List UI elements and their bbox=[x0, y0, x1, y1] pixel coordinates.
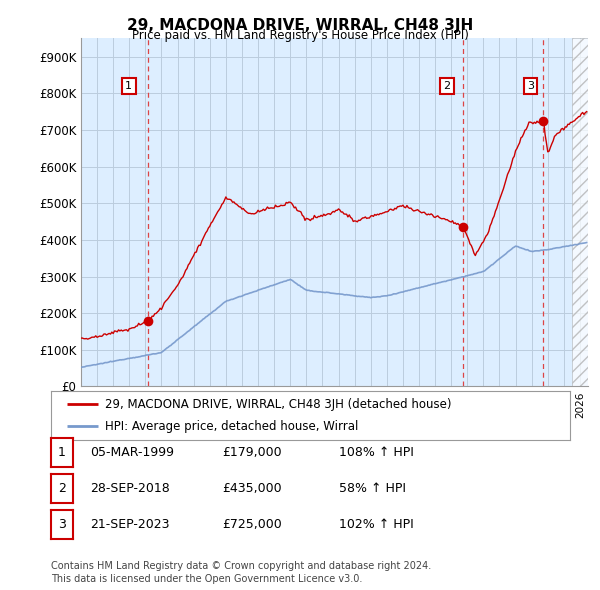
Text: Contains HM Land Registry data © Crown copyright and database right 2024.: Contains HM Land Registry data © Crown c… bbox=[51, 562, 431, 571]
Text: £435,000: £435,000 bbox=[222, 482, 281, 495]
Text: 102% ↑ HPI: 102% ↑ HPI bbox=[339, 518, 414, 531]
Text: HPI: Average price, detached house, Wirral: HPI: Average price, detached house, Wirr… bbox=[106, 420, 359, 433]
Text: 2: 2 bbox=[443, 81, 451, 91]
Text: 05-MAR-1999: 05-MAR-1999 bbox=[90, 446, 174, 459]
Text: 1: 1 bbox=[58, 446, 66, 459]
Text: £179,000: £179,000 bbox=[222, 446, 281, 459]
Text: 108% ↑ HPI: 108% ↑ HPI bbox=[339, 446, 414, 459]
Text: 29, MACDONA DRIVE, WIRRAL, CH48 3JH: 29, MACDONA DRIVE, WIRRAL, CH48 3JH bbox=[127, 18, 473, 32]
Text: Price paid vs. HM Land Registry's House Price Index (HPI): Price paid vs. HM Land Registry's House … bbox=[131, 30, 469, 42]
Text: 28-SEP-2018: 28-SEP-2018 bbox=[90, 482, 170, 495]
Text: £725,000: £725,000 bbox=[222, 518, 282, 531]
Text: 1: 1 bbox=[125, 81, 133, 91]
Text: 3: 3 bbox=[58, 518, 66, 531]
Text: 29, MACDONA DRIVE, WIRRAL, CH48 3JH (detached house): 29, MACDONA DRIVE, WIRRAL, CH48 3JH (det… bbox=[106, 398, 452, 411]
Text: This data is licensed under the Open Government Licence v3.0.: This data is licensed under the Open Gov… bbox=[51, 575, 362, 584]
Text: 3: 3 bbox=[527, 81, 534, 91]
Text: 58% ↑ HPI: 58% ↑ HPI bbox=[339, 482, 406, 495]
Text: 21-SEP-2023: 21-SEP-2023 bbox=[90, 518, 170, 531]
Text: 2: 2 bbox=[58, 482, 66, 495]
